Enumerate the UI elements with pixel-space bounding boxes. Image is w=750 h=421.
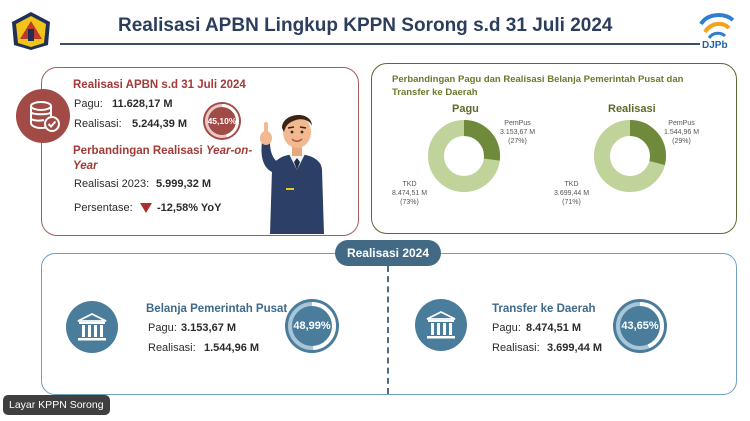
realisasi-2023-value: 5.999,32 M	[156, 178, 212, 190]
tkd-percent-gauge	[613, 299, 667, 353]
pagu-tkd-label: TKD 8.474,51 M (73%)	[392, 180, 427, 207]
pusat-heading: Belanja Pemerintah Pusat	[146, 303, 288, 315]
tkd-heading: Transfer ke Daerah	[492, 303, 596, 315]
persentase-label: Persentase:	[74, 202, 133, 214]
realisasi-value: 5.244,39 M	[132, 118, 188, 130]
tkd-realisasi-value: 3.699,44 M	[547, 342, 603, 354]
realisasi-pempus-label: PemPus 1.544,96 M (29%)	[664, 119, 699, 146]
yoy-heading-plain: Perbandingan Realisasi	[73, 145, 206, 157]
djpb-logo-icon	[699, 13, 735, 39]
realisasi-2024-pill: Realisasi 2024	[335, 240, 441, 266]
ministry-logo-icon	[12, 12, 50, 50]
section-divider	[387, 266, 389, 394]
djpb-logo-text: DJPb	[702, 40, 728, 51]
tkd-pagu-label: Pagu:	[492, 322, 521, 334]
realisasi-tkd-label: TKD 3.699,44 M (71%)	[554, 180, 589, 207]
realisasi-tkd-name: TKD	[564, 181, 579, 188]
pagu-pempus-pct: (27%)	[508, 138, 527, 145]
pusat-pagu-label: Pagu:	[148, 322, 177, 334]
summary-heading: Realisasi APBN s.d 31 Juli 2024	[73, 79, 246, 91]
summary-percent-text: 45,10%	[207, 116, 237, 126]
pagu-pempus-name: PemPus	[504, 120, 531, 127]
pusat-percent-text: 48,99%	[293, 320, 331, 332]
pusat-realisasi-value: 1.544,96 M	[204, 342, 260, 354]
realisasi-tkd-value: 3.699,44 M	[554, 190, 590, 197]
pusat-pagu-value: 3.153,67 M	[181, 322, 237, 334]
pagu-label: Pagu:	[74, 98, 103, 110]
header-underline	[60, 17, 700, 45]
persentase-value: -12,58% YoY	[157, 202, 222, 214]
pagu-donut-pempus-slice	[428, 120, 500, 192]
pagu-value: 11.628,17 M	[112, 98, 173, 110]
pagu-pempus-label: PemPus 3.153,67 M (27%)	[500, 119, 535, 146]
pusat-percent-gauge	[285, 299, 339, 353]
bank-building-icon	[66, 301, 118, 353]
presenter-illustration-icon	[260, 114, 324, 234]
yoy-heading-line2: Year	[73, 160, 98, 172]
pusat-realisasi-label: Realisasi:	[148, 342, 196, 354]
realisasi-2023-label: Realisasi 2023:	[74, 178, 150, 190]
pagu-tkd-pct: (73%)	[400, 199, 419, 206]
comparison-title: Perbandingan Pagu dan Realisasi Belanja …	[392, 74, 684, 98]
summary-percent-gauge	[203, 102, 241, 140]
tkd-pagu-value: 8.474,51 M	[526, 322, 582, 334]
realisasi-donut-title: Realisasi	[608, 103, 656, 115]
pagu-tkd-name: TKD	[402, 181, 417, 188]
realisasi-label: Realisasi:	[74, 118, 122, 130]
realisasi-pempus-pct: (29%)	[672, 138, 691, 145]
tkd-realisasi-label: Realisasi:	[492, 342, 540, 354]
page-title: Realisasi APBN Lingkup KPPN Sorong s.d 3…	[118, 15, 613, 36]
pagu-donut-title: Pagu	[452, 103, 479, 115]
realisasi-pempus-name: PemPus	[668, 120, 695, 127]
down-triangle-icon	[140, 203, 152, 213]
pagu-tkd-value: 8.474,51 M	[392, 190, 428, 197]
realisasi-pempus-value: 1.544,96 M	[664, 129, 700, 136]
realisasi-donut-pempus-slice	[594, 120, 666, 192]
realisasi-donut-chart	[594, 120, 666, 192]
yoy-heading-italic: Year-on-	[205, 145, 253, 157]
realisasi-tkd-pct: (71%)	[562, 199, 581, 206]
tkd-percent-text: 43,65%	[621, 320, 659, 332]
pagu-donut-chart	[428, 120, 500, 192]
bank-building-icon	[415, 299, 467, 351]
yoy-heading: Perbandingan Realisasi Year-on-	[73, 145, 252, 157]
pagu-pempus-value: 3.153,67 M	[500, 129, 536, 136]
database-check-icon	[16, 89, 70, 143]
channel-watermark: Layar KPPN Sorong	[3, 395, 110, 415]
